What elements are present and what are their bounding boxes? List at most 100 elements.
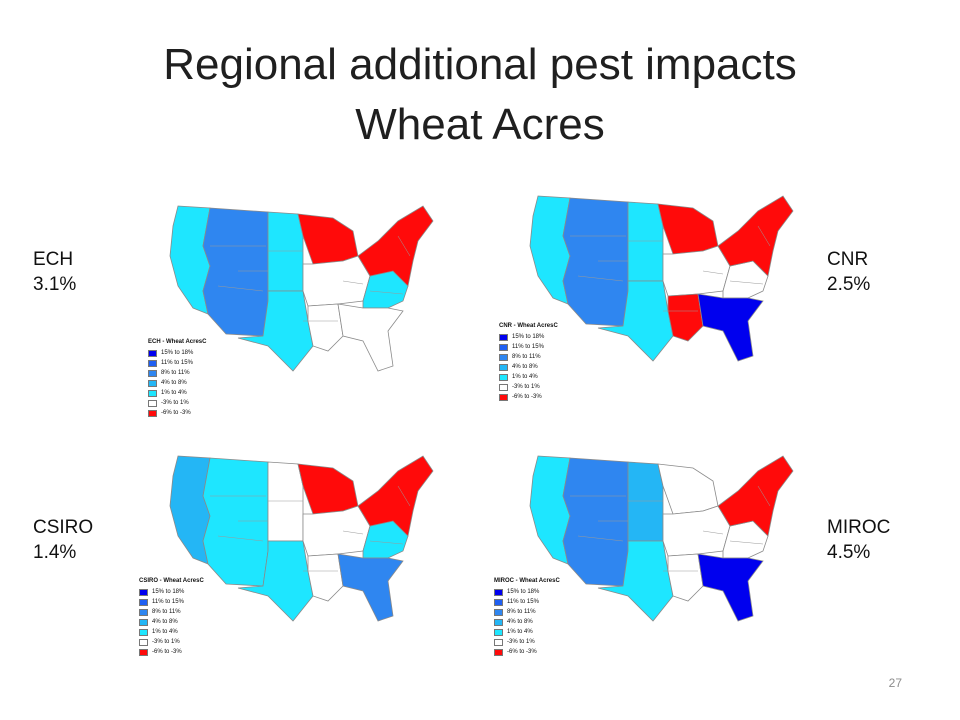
model-value: 2.5% [827, 274, 871, 295]
state-border [702, 530, 724, 535]
legend-title: ECH - Wheat AcresC [148, 339, 207, 345]
legend-title: CNR - Wheat AcresC [499, 323, 558, 329]
region-pac [529, 455, 571, 565]
region-delta [307, 303, 344, 352]
legend-swatch [148, 379, 157, 387]
state-border [577, 275, 624, 282]
legend-swatch [494, 638, 503, 646]
state-border [217, 535, 264, 542]
legend-ech: ECH - Wheat AcresC 15% to 18% 11% to 15% 8%… [148, 339, 234, 418]
legend-row: -3% to 1% [499, 382, 585, 392]
legend-label: 15% to 18% [512, 334, 545, 340]
legend-swatch [499, 343, 508, 351]
legend-swatch [139, 638, 148, 646]
legend-swatch [494, 628, 503, 636]
region-lkst [297, 213, 359, 265]
legend-row: 11% to 15% [499, 342, 585, 352]
legend-label: 11% to 15% [507, 599, 539, 605]
legend-label: 8% to 11% [161, 370, 190, 376]
region-delta [667, 293, 704, 342]
legend-row: -6% to -3% [499, 392, 585, 402]
legend-swatch [494, 618, 503, 626]
state-border [729, 280, 764, 285]
legend-row: 1% to 4% [139, 627, 225, 637]
legend-swatch [148, 389, 157, 397]
legend-swatch [148, 359, 157, 367]
region-spl [597, 540, 674, 622]
legend-row: 8% to 11% [494, 607, 580, 617]
legend-row: 8% to 11% [139, 607, 225, 617]
region-npl [627, 201, 664, 282]
state-border [342, 280, 364, 285]
legend-label: 8% to 11% [152, 609, 181, 615]
legend-row: 11% to 15% [148, 358, 234, 368]
legend-swatch [139, 608, 148, 616]
region-seast [697, 553, 764, 622]
legend-label: -6% to -3% [152, 649, 182, 655]
legend-swatch [494, 588, 503, 596]
us-map-cnr [529, 195, 794, 362]
legend-label: 11% to 15% [152, 599, 184, 605]
legend-label: 4% to 8% [507, 619, 533, 625]
legend-label: 1% to 4% [512, 374, 538, 380]
legend-title: MIROC - Wheat AcresC [494, 578, 560, 584]
legend-row: -3% to 1% [494, 637, 580, 647]
region-pac [169, 205, 211, 315]
legend-row: 1% to 4% [494, 627, 580, 637]
legend-swatch [499, 373, 508, 381]
region-mtn [202, 457, 269, 587]
region-delta [307, 553, 344, 602]
region-delta [667, 553, 704, 602]
state-border [577, 535, 624, 542]
region-lkst [297, 463, 359, 515]
legend-label: 15% to 18% [507, 589, 540, 595]
legend-row: 11% to 15% [139, 597, 225, 607]
state-border [369, 540, 404, 545]
model-label-ech: ECH 3.1% [33, 247, 76, 297]
legend-label: 4% to 8% [152, 619, 178, 625]
region-lkst [657, 463, 719, 515]
legend-swatch [494, 648, 503, 656]
model-name: ECH [33, 249, 74, 270]
legend-row: 4% to 8% [148, 378, 234, 388]
model-name: CNR [827, 249, 869, 270]
legend-row: 8% to 11% [499, 352, 585, 362]
legend-label: 8% to 11% [512, 354, 541, 360]
state-border [757, 225, 771, 247]
us-map-ech [169, 205, 434, 372]
region-neast [357, 455, 434, 537]
region-lkst [657, 203, 719, 255]
model-name: MIROC [827, 517, 891, 538]
legend-swatch [139, 648, 148, 656]
legend-row: -6% to -3% [494, 647, 580, 657]
legend-label: 4% to 8% [161, 380, 187, 386]
legend-row: 15% to 18% [139, 587, 225, 597]
model-name: CSIRO [33, 517, 94, 538]
state-border [369, 290, 404, 295]
legend-row: 15% to 18% [499, 332, 585, 342]
legend-swatch [139, 628, 148, 636]
model-label-csiro: CSIRO 1.4% [33, 515, 93, 565]
legend-label: 1% to 4% [152, 629, 178, 635]
legend-swatch [139, 598, 148, 606]
legend-label: -3% to 1% [152, 639, 180, 645]
legend-label: -6% to -3% [161, 410, 191, 416]
legend-row: 15% to 18% [148, 348, 234, 358]
legend-label: -6% to -3% [512, 394, 542, 400]
model-value: 1.4% [33, 542, 77, 563]
us-map-miroc [529, 455, 794, 622]
legend-cnr: CNR - Wheat AcresC 15% to 18% 11% to 15% 8%… [499, 323, 585, 402]
legend-label: 11% to 15% [161, 360, 193, 366]
page-number: 27 [888, 676, 902, 690]
legend-label: 1% to 4% [161, 390, 187, 396]
legend-swatch [148, 399, 157, 407]
legend-label: 8% to 11% [507, 609, 536, 615]
model-label-cnr: CNR 2.5% [827, 247, 870, 297]
us-map-csiro [169, 455, 434, 622]
legend-label: -6% to -3% [507, 649, 537, 655]
region-npl [627, 461, 664, 542]
legend-swatch [499, 383, 508, 391]
legend-label: 15% to 18% [152, 589, 185, 595]
state-border [729, 540, 764, 545]
model-value: 3.1% [33, 274, 77, 295]
